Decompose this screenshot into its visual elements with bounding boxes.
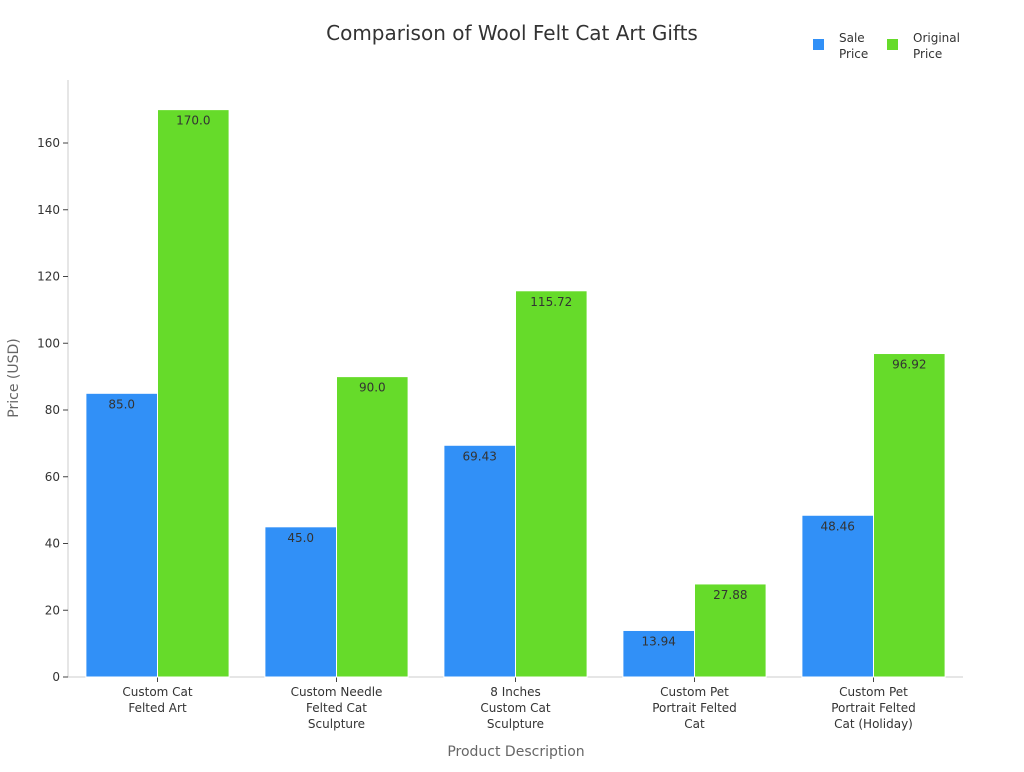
bar-value-label: 170.0 (176, 114, 210, 128)
y-tick-label: 60 (45, 470, 60, 484)
y-tick-label: 20 (45, 603, 60, 617)
bar-original-price (873, 353, 946, 678)
y-axis-label: Price (USD) (6, 338, 22, 417)
bar-value-label: 45.0 (287, 531, 314, 545)
bar-original-price (515, 290, 588, 678)
chart-title: Comparison of Wool Felt Cat Art Gifts (326, 21, 698, 45)
y-tick-label: 0 (52, 670, 60, 684)
bar-value-label: 85.0 (108, 397, 135, 411)
x-tick-label: 8 Inches Custom Cat Sculpture (480, 685, 551, 731)
legend-swatch (813, 39, 824, 50)
bar-value-label: 96.92 (892, 358, 926, 372)
bar-original-price (336, 376, 409, 678)
x-axis-label: Product Description (447, 744, 584, 760)
y-tick-label: 40 (45, 537, 60, 551)
x-tick-label: Custom Needle Felted Cat Sculpture (291, 685, 383, 731)
bar-sale-price (85, 392, 158, 678)
y-tick-label: 140 (37, 203, 60, 217)
bar-sale-price (264, 526, 337, 678)
y-tick-label: 120 (37, 270, 60, 284)
legend-label: Sale Price (839, 31, 868, 61)
bar-sale-price (443, 444, 516, 678)
y-tick-label: 100 (37, 336, 60, 350)
bar-value-label: 13.94 (642, 634, 676, 648)
x-tick-label: Custom Pet Portrait Felted Cat (652, 685, 737, 731)
legend-swatch (887, 39, 898, 50)
bar-sale-price (801, 514, 875, 678)
x-tick-label: Custom Cat Felted Art (122, 685, 193, 715)
bar-value-label: 27.88 (713, 588, 747, 602)
bar-sale-price (622, 629, 696, 678)
bar-value-label: 115.72 (530, 295, 572, 309)
bar-value-label: 48.46 (821, 519, 855, 533)
bar-original-price (694, 583, 767, 678)
bar-value-label: 90.0 (359, 381, 386, 395)
x-tick-label: Custom Pet Portrait Felted Cat (Holiday) (831, 685, 916, 731)
bar-original-price (157, 109, 230, 678)
y-tick-label: 160 (37, 136, 60, 150)
y-tick-label: 80 (45, 403, 60, 417)
legend-label: Original Price (913, 31, 960, 61)
bar-value-label: 69.43 (463, 449, 497, 463)
